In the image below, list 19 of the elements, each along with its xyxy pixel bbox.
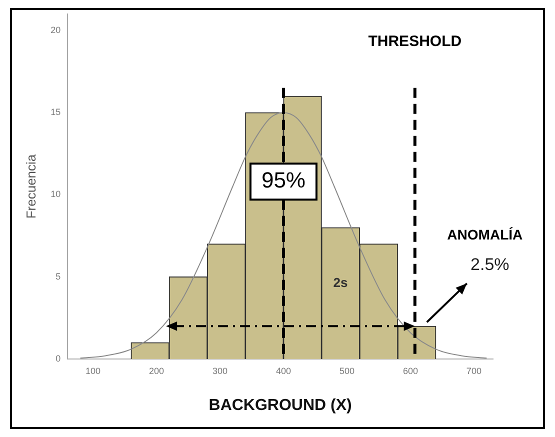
- x-tick-label: 600: [402, 366, 418, 376]
- x-tick-label: 200: [148, 366, 164, 376]
- y-tick-label: 0: [56, 353, 61, 364]
- x-tick-label: 500: [339, 366, 354, 376]
- y-tick-label: 20: [50, 24, 61, 35]
- x-tick-label: 100: [85, 366, 101, 376]
- x-tick-label: 400: [276, 366, 291, 376]
- x-tick-label: 300: [212, 366, 228, 376]
- y-tick-label: 10: [50, 189, 61, 200]
- ref-line-label: THRESHOLD: [368, 33, 462, 50]
- annotation: 95%: [261, 168, 306, 193]
- annotation: 2s: [333, 275, 348, 290]
- y-axis-title: Frecuencia: [23, 154, 38, 219]
- y-tick-label: 15: [50, 107, 61, 118]
- annotation: ANOMALÍA: [447, 226, 523, 243]
- x-axis-title: BACKGROUND (X): [208, 396, 352, 414]
- x-tick-label: 700: [466, 366, 482, 376]
- annotation: 2.5%: [470, 255, 510, 274]
- y-tick-label: 5: [56, 271, 61, 282]
